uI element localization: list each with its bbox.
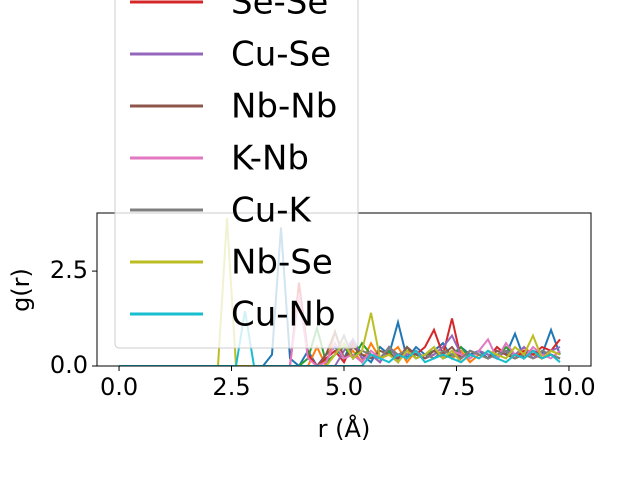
- y-axis-label: g(r): [7, 268, 35, 312]
- legend-label: Se-Se: [231, 0, 328, 23]
- series-line: [119, 333, 561, 366]
- legend-label: Cu-Se: [231, 35, 331, 75]
- series-line: [119, 293, 561, 366]
- series-line: [119, 310, 561, 366]
- legend-label: Nb-Se: [231, 243, 333, 283]
- y-tick-label: 0.0: [50, 351, 88, 379]
- x-tick-label: 7.5: [437, 373, 475, 401]
- x-tick-label: 0.0: [100, 373, 138, 401]
- legend-label: K-Nb: [231, 139, 309, 179]
- y-tick-label: 2.5: [50, 256, 88, 284]
- x-axis-label: r (Å): [318, 414, 371, 443]
- legend-label: Cu-K: [231, 191, 313, 231]
- x-tick-label: 2.5: [212, 373, 250, 401]
- legend-label: Cu-Nb: [231, 295, 336, 335]
- x-tick-label: 5.0: [325, 373, 363, 401]
- legend-label: Nb-Nb: [231, 87, 337, 127]
- x-tick-label: 10.0: [542, 373, 595, 401]
